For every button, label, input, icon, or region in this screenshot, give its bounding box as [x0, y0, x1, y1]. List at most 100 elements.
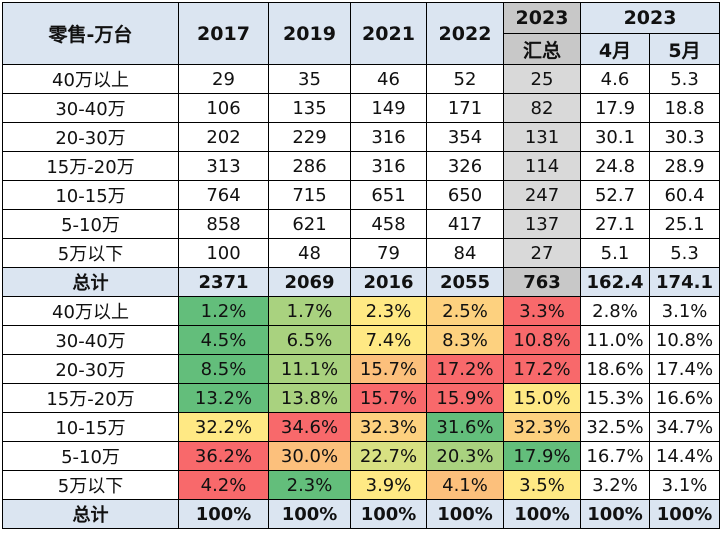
table-cell: 10.8%	[648, 325, 721, 355]
sum-header: 汇总	[503, 33, 581, 65]
table-cell: 13.8%	[268, 383, 351, 413]
row-label: 40万以上	[2, 296, 179, 326]
table-cell: 100%	[350, 499, 427, 529]
table-cell: 48	[268, 238, 351, 268]
table-cell: 4.1%	[426, 470, 504, 500]
table-cell: 60.4	[648, 180, 721, 210]
table-cell: 2016	[350, 267, 427, 297]
table-cell: 100%	[268, 499, 351, 529]
table-cell: 36.2%	[178, 441, 269, 471]
table-cell: 3.2%	[580, 470, 650, 500]
table-cell: 35	[268, 64, 351, 94]
volume-row: 30-40万 106 135 149 171 82 17.9 18.8	[2, 93, 721, 123]
table-cell: 3.9%	[350, 470, 427, 500]
table-cell: 30.0%	[268, 441, 351, 471]
table-cell: 16.7%	[580, 441, 650, 471]
table-cell: 417	[426, 209, 504, 239]
table-cell: 15.7%	[350, 354, 427, 384]
april-header: 4月	[580, 33, 650, 65]
volume-row: 5-10万 858 621 458 417 137 27.1 25.1	[2, 209, 721, 239]
table-cell: 32.5%	[580, 412, 650, 442]
table-cell: 25.1	[648, 209, 721, 239]
year-header-2017: 2017	[178, 2, 269, 65]
table-cell: 316	[350, 151, 427, 181]
table-cell: 2055	[426, 267, 504, 297]
table-cell: 2.3%	[268, 470, 351, 500]
volume-row: 20-30万 202 229 316 354 131 30.1 30.3	[2, 122, 721, 152]
row-label: 10-15万	[2, 180, 179, 210]
table-cell: 458	[350, 209, 427, 239]
table-cell: 135	[268, 93, 351, 123]
table-cell: 17.4%	[648, 354, 721, 384]
table-cell: 100%	[580, 499, 650, 529]
table-cell: 3.1%	[648, 470, 721, 500]
row-label: 5万以下	[2, 238, 179, 268]
year-header-2021: 2021	[350, 2, 427, 65]
table-cell: 2.3%	[350, 296, 427, 326]
year-header-2019: 2019	[268, 2, 351, 65]
table-cell: 7.4%	[350, 325, 427, 355]
table-cell: 15.3%	[580, 383, 650, 413]
table-cell: 5.1	[580, 238, 650, 268]
table-cell: 3.1%	[648, 296, 721, 326]
table-cell: 229	[268, 122, 351, 152]
table-cell: 3.3%	[503, 296, 581, 326]
table-cell: 171	[426, 93, 504, 123]
table-cell: 20.3%	[426, 441, 504, 471]
table-cell: 764	[178, 180, 269, 210]
table-cell: 22.7%	[350, 441, 427, 471]
volume-total-row: 总计 2371 2069 2016 2055 763 162.4 174.1	[2, 267, 721, 297]
table-cell: 137	[503, 209, 581, 239]
table-cell: 30.1	[580, 122, 650, 152]
table-cell: 16.6%	[648, 383, 721, 413]
table-cell: 34.6%	[268, 412, 351, 442]
table-cell: 4.5%	[178, 325, 269, 355]
row-label: 30-40万	[2, 93, 179, 123]
corner-header: 零售-万台	[2, 2, 179, 65]
share-row: 5-10万 36.2% 30.0% 22.7% 20.3% 17.9% 16.7% 14.4%	[2, 441, 721, 471]
table-cell: 313	[178, 151, 269, 181]
table-cell: 13.2%	[178, 383, 269, 413]
table-cell: 100	[178, 238, 269, 268]
table-cell: 18.8	[648, 93, 721, 123]
table-cell: 114	[503, 151, 581, 181]
table-cell: 17.9	[580, 93, 650, 123]
table-cell: 715	[268, 180, 351, 210]
table-cell: 31.6%	[426, 412, 504, 442]
table-cell: 25	[503, 64, 581, 94]
table-cell: 100%	[648, 499, 721, 529]
share-row: 30-40万 4.5% 6.5% 7.4% 8.3% 10.8% 11.0% 10.8%	[2, 325, 721, 355]
table-cell: 82	[503, 93, 581, 123]
table-cell: 28.9	[648, 151, 721, 181]
table-cell: 15.7%	[350, 383, 427, 413]
share-row: 5万以下 4.2% 2.3% 3.9% 4.1% 3.5% 3.2% 3.1%	[2, 470, 721, 500]
row-label: 5-10万	[2, 441, 179, 471]
table-cell: 4.6	[580, 64, 650, 94]
table-cell: 17.2%	[426, 354, 504, 384]
row-label: 15万-20万	[2, 151, 179, 181]
table-cell: 27.1	[580, 209, 650, 239]
table-cell: 84	[426, 238, 504, 268]
table-cell: 32.3%	[503, 412, 581, 442]
table-cell: 763	[503, 267, 581, 297]
table-cell: 106	[178, 93, 269, 123]
table-cell: 1.2%	[178, 296, 269, 326]
table-cell: 8.5%	[178, 354, 269, 384]
table-cell: 2069	[268, 267, 351, 297]
may-header: 5月	[648, 33, 721, 65]
table-cell: 651	[350, 180, 427, 210]
table-cell: 17.2%	[503, 354, 581, 384]
table-cell: 2.8%	[580, 296, 650, 326]
table-cell: 11.1%	[268, 354, 351, 384]
share-row: 20-30万 8.5% 11.1% 15.7% 17.2% 17.2% 18.6% 17.4%	[2, 354, 721, 384]
table-cell: 32.3%	[350, 412, 427, 442]
table-cell: 52.7	[580, 180, 650, 210]
table-cell: 32.2%	[178, 412, 269, 442]
table-cell: 621	[268, 209, 351, 239]
table-cell: 286	[268, 151, 351, 181]
table-cell: 8.3%	[426, 325, 504, 355]
table-cell: 100%	[503, 499, 581, 529]
table-cell: 46	[350, 64, 427, 94]
table-cell: 24.8	[580, 151, 650, 181]
row-label: 5万以下	[2, 470, 179, 500]
